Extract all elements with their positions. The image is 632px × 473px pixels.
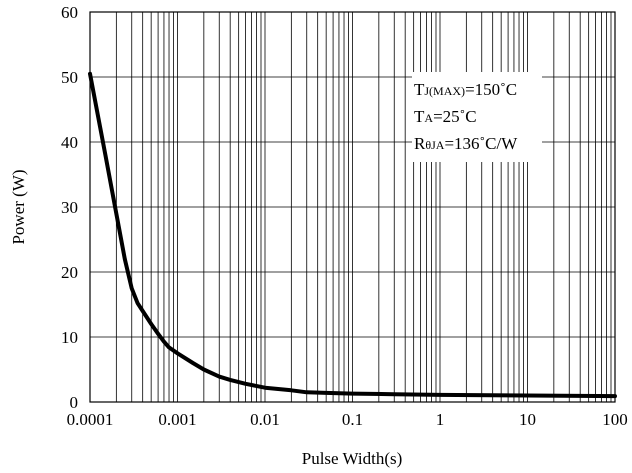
x-tick-label: 0.1 [342, 410, 363, 429]
x-axis-label: Pulse Width(s) [302, 449, 403, 468]
grid [90, 12, 615, 402]
plot-frame [89, 11, 616, 403]
x-tick-label: 100 [602, 410, 628, 429]
annotation-box: TJ(MAX)=150˚C TA=25˚C RθJA=136˚C/W [412, 72, 542, 162]
annotation-line-2: TA=25˚C [414, 107, 477, 126]
x-tick-label: 0.01 [250, 410, 280, 429]
y-tick-label: 20 [61, 263, 78, 282]
y-tick-label: 60 [61, 3, 78, 22]
annotation-line-3: RθJA=136˚C/W [414, 134, 518, 153]
y-tick-label: 0 [70, 393, 79, 412]
x-tick-label: 0.0001 [67, 410, 114, 429]
x-tick-label: 0.001 [158, 410, 196, 429]
annotation-background [412, 72, 542, 162]
x-tick-labels: 0.0001 0.001 0.01 0.1 1 10 100 [67, 410, 628, 429]
x-tick-label: 1 [436, 410, 445, 429]
y-tick-label: 10 [61, 328, 78, 347]
y-axis-label: Power (W) [9, 169, 28, 244]
annotation-line-1: TJ(MAX)=150˚C [414, 80, 517, 99]
power-curve [88, 71, 617, 399]
y-tick-label: 30 [61, 198, 78, 217]
x-tick-label: 10 [519, 410, 536, 429]
y-tick-labels: 0 10 20 30 40 50 60 [61, 3, 78, 412]
y-tick-label: 50 [61, 68, 78, 87]
y-tick-label: 40 [61, 133, 78, 152]
